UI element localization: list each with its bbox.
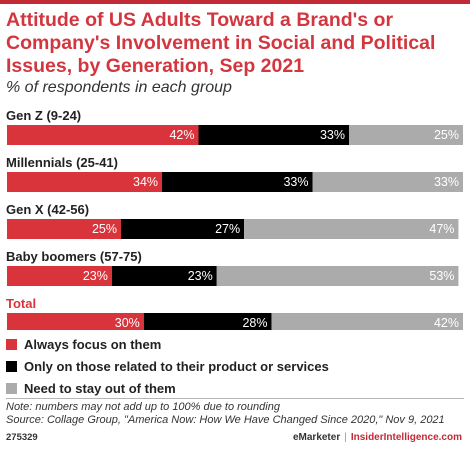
data-label: 30%	[115, 316, 140, 330]
legend-label: Always focus on them	[24, 336, 162, 352]
top-accent-bar	[0, 0, 470, 4]
legend-swatch-red	[6, 338, 17, 350]
data-label: 23%	[188, 269, 213, 283]
bar-segment	[7, 219, 121, 239]
bar-segment	[216, 266, 459, 286]
bar-segment	[143, 313, 272, 330]
chart-legend: Always focus on them Only on those relat…	[6, 333, 329, 399]
legend-item-stay-out: Need to stay out of them	[6, 377, 329, 399]
bar-segment	[349, 125, 463, 145]
legend-item-always-focus: Always focus on them	[6, 333, 329, 355]
chart-id: 275329	[6, 432, 38, 443]
bar-segment	[198, 125, 349, 145]
bar-segment	[271, 313, 463, 330]
bar-segment	[7, 172, 163, 192]
stacked-bar-chart: Gen Z (9-24) 42% 33% 25% Millennials (25-41)…	[6, 108, 463, 330]
bar-segment	[162, 172, 313, 192]
bar-segment	[121, 219, 245, 239]
category-label: Gen Z (9-24)	[6, 108, 81, 123]
category-label: Millennials (25-41)	[6, 155, 118, 170]
legend-label: Only on those related to their product o…	[24, 358, 329, 374]
brand-credit: eMarketer | InsiderIntelligence.com	[293, 432, 462, 443]
bar-segment	[7, 313, 144, 330]
footer-divider	[6, 398, 464, 399]
category-label: Baby boomers (57-75)	[6, 249, 142, 264]
footnote-source: Source: Collage Group, "America Now: How…	[6, 414, 445, 426]
data-label: 34%	[133, 175, 158, 189]
data-label: 28%	[242, 316, 267, 330]
bar-segment	[312, 172, 463, 192]
category-label: Gen X (42-56)	[6, 202, 89, 217]
bar-segment	[7, 125, 199, 145]
data-label: 53%	[429, 269, 454, 283]
data-label: 25%	[92, 222, 117, 236]
legend-swatch-gray	[6, 382, 17, 394]
bar-segment	[244, 219, 459, 239]
data-label: 27%	[215, 222, 240, 236]
chart-title: Attitude of US Adults Toward a Brand's o…	[6, 9, 436, 77]
bar-segment	[111, 266, 217, 286]
data-label: 25%	[434, 128, 459, 142]
chart-subtitle: % of respondents in each group	[6, 79, 232, 96]
bar-segment	[7, 266, 112, 286]
brand-separator: |	[344, 432, 347, 443]
data-label: 23%	[83, 269, 108, 283]
data-label: 42%	[169, 128, 194, 142]
category-label: Total	[6, 296, 36, 311]
legend-swatch-black	[6, 360, 17, 372]
brand-insider-intelligence: InsiderIntelligence.com	[350, 432, 462, 443]
data-label: 33%	[434, 175, 459, 189]
legend-label: Need to stay out of them	[24, 380, 176, 396]
footnote-note: Note: numbers may not add up to 100% due…	[6, 401, 280, 413]
data-label: 33%	[283, 175, 308, 189]
legend-item-related-only: Only on those related to their product o…	[6, 355, 329, 377]
brand-emarketer: eMarketer	[292, 432, 341, 443]
data-label: 33%	[320, 128, 345, 142]
data-label: 42%	[434, 316, 459, 330]
data-label: 47%	[429, 222, 454, 236]
